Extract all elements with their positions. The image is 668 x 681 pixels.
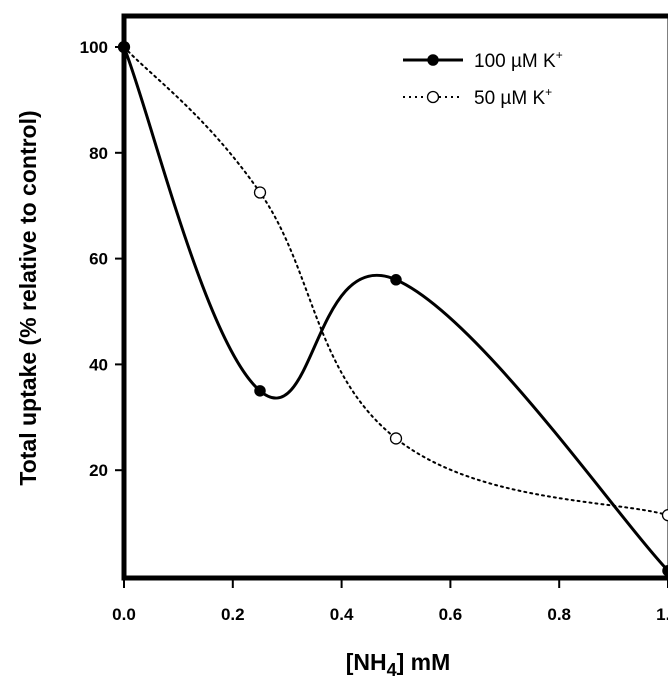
x-tick-label: 1.0 — [656, 605, 668, 624]
y-tick-label: 60 — [89, 250, 108, 269]
series-layer — [117, 40, 668, 577]
legend-label-100uM: 100 µM K+ — [474, 48, 563, 72]
legend-entry-50uM: 50 µM K+ — [403, 85, 552, 109]
y-tick-label: 100 — [80, 38, 108, 57]
data-point-series-0 — [390, 274, 402, 286]
x-axis-ticks: 0.0 0.2 0.4 0.6 0.8 1.0 — [112, 578, 668, 624]
legend-entry-100uM: 100 µM K+ — [403, 48, 563, 72]
x-tick-label: 0.6 — [439, 605, 463, 624]
data-point-series-1 — [661, 509, 668, 522]
data-point-series-0 — [662, 564, 668, 577]
series-line-1 — [123, 46, 668, 517]
legend: 100 µM K+ 50 µM K+ — [403, 48, 563, 109]
x-tick-label: 0.2 — [221, 605, 245, 624]
y-tick-label: 80 — [89, 144, 108, 163]
legend-marker-100uM — [427, 54, 439, 66]
x-tick-label: 0.8 — [547, 605, 571, 624]
data-point-series-0 — [118, 41, 130, 53]
y-axis-ticks: 20 40 60 80 100 — [80, 38, 124, 480]
y-axis-title: Total uptake (% relative to control) — [15, 110, 41, 485]
data-point-series-1 — [389, 432, 403, 445]
plot-frame — [121, 13, 668, 581]
series-line-0 — [122, 45, 668, 573]
data-point-series-1 — [253, 186, 267, 199]
x-axis-title: [NH4] mM — [346, 649, 451, 680]
x-tick-label: 0.0 — [112, 605, 136, 624]
data-point-series-0 — [254, 385, 266, 397]
legend-marker-50uM — [426, 90, 440, 104]
y-tick-label: 20 — [89, 461, 108, 480]
legend-label-50uM: 50 µM K+ — [474, 85, 552, 109]
x-tick-label: 0.4 — [330, 605, 354, 624]
y-tick-label: 40 — [89, 355, 108, 374]
